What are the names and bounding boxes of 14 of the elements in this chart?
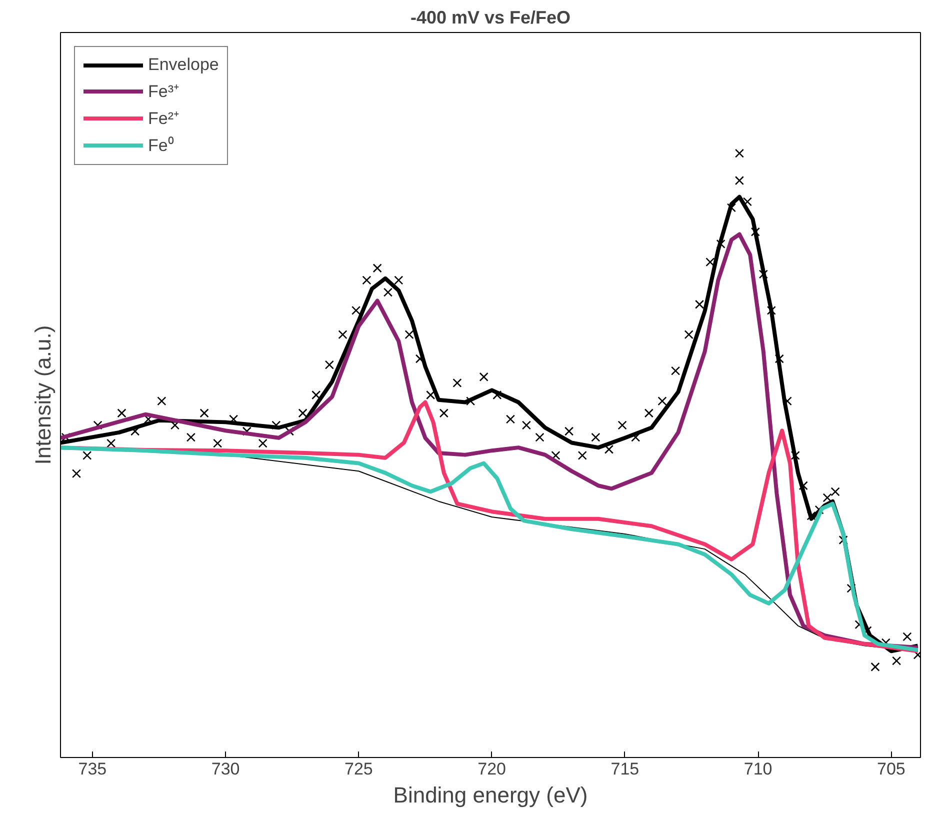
y-axis-title: Intensity (a.u.) bbox=[30, 325, 56, 465]
chart-title: -400 mV vs Fe/FeO bbox=[410, 8, 571, 28]
x-tick-label: 735 bbox=[78, 760, 107, 778]
legend-label: Envelope bbox=[148, 55, 219, 75]
legend-label: Fe⁰ bbox=[148, 135, 174, 156]
x-tick-label: 730 bbox=[211, 760, 240, 778]
x-axis-title: Binding energy (eV) bbox=[393, 782, 588, 808]
legend-label: Fe³⁺ bbox=[148, 81, 180, 102]
x-tick-label: 725 bbox=[344, 760, 373, 778]
x-tick-label: 710 bbox=[744, 760, 772, 778]
legend-label: Fe²⁺ bbox=[148, 108, 180, 129]
x-tick-label: 720 bbox=[478, 760, 506, 778]
x-tick-label: 705 bbox=[877, 760, 906, 778]
x-tick-label: 715 bbox=[610, 760, 640, 778]
